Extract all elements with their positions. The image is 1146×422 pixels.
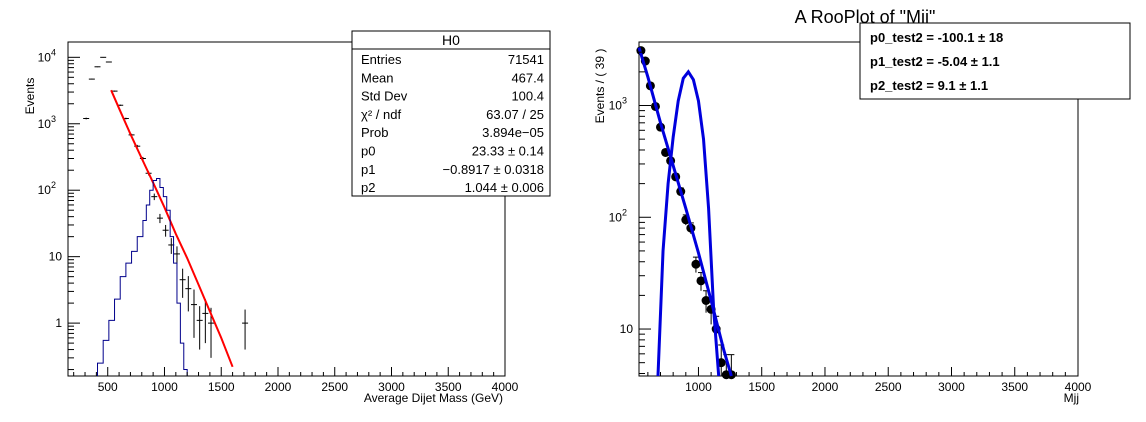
left-data-point bbox=[185, 276, 192, 312]
left-data-point bbox=[88, 78, 95, 80]
parameter-row: p2_test2 = 9.1 ± 1.1 bbox=[870, 78, 988, 93]
left-data-point bbox=[242, 309, 249, 350]
right-fit-curve-line bbox=[637, 47, 733, 377]
stats-row-value: 100.4 bbox=[511, 89, 544, 104]
left-y-axis-label: Events bbox=[23, 78, 37, 115]
left-plot-frame bbox=[67, 41, 506, 377]
left-x-axis-label: Average Dijet Mass (GeV) bbox=[364, 391, 503, 405]
stats-row-label: Mean bbox=[361, 70, 394, 85]
left-data-point bbox=[94, 66, 101, 68]
left-data-point bbox=[156, 213, 163, 224]
right-data-point-marker bbox=[696, 276, 706, 286]
left-x-tick-label: 500 bbox=[98, 380, 118, 394]
parameter-row: p0_test2 = -100.1 ± 18 bbox=[870, 30, 1003, 45]
left-x-tick-label: 1000 bbox=[151, 380, 178, 394]
stats-box-rows: Entries 71541 Mean 467.4 Std Dev 100.4 χ² / nd… bbox=[361, 52, 544, 195]
left-x-tick-label: 1500 bbox=[208, 380, 235, 394]
right-x-axis-label: Mjj bbox=[1064, 391, 1079, 405]
right-x-tick-label: 2500 bbox=[875, 380, 902, 394]
stats-row-label: p2 bbox=[361, 180, 375, 195]
left-fit-curve-line bbox=[110, 89, 234, 368]
right-chart-title: A RooPlot of "Mjj" bbox=[795, 7, 936, 27]
stats-row-label: p1 bbox=[361, 162, 375, 177]
left-histogram-series bbox=[97, 178, 188, 376]
parameter-row: p1_test2 = -5.04 ± 1.1 bbox=[870, 54, 1000, 69]
right-x-tick-label: 1500 bbox=[748, 380, 775, 394]
left-y-tick-label: 103 bbox=[38, 114, 56, 131]
left-data-point bbox=[105, 61, 112, 63]
stats-row-label: p0 bbox=[361, 144, 375, 159]
stats-box: H0 Entries 71541 Mean 467.4 Std Dev 100.4 χ² /… bbox=[351, 30, 551, 197]
parameter-box: p0_test2 = -100.1 ± 18 p1_test2 = -5.04 ±… bbox=[859, 22, 1131, 100]
left-data-point bbox=[162, 224, 169, 237]
right-x-tick-label: 1000 bbox=[685, 380, 712, 394]
stats-row-value: 3.894e−05 bbox=[482, 125, 544, 140]
left-y-tick-label: 1 bbox=[55, 316, 62, 330]
right-x-tick-label: 3500 bbox=[1001, 380, 1028, 394]
left-data-point bbox=[151, 193, 158, 201]
left-axes: 500 1000 1500 2000 2500 3000 3500 4000 1 10 102 103… bbox=[38, 47, 519, 394]
left-chart-marks bbox=[83, 56, 249, 376]
left-data-point bbox=[190, 289, 197, 338]
right-chart-panel: A RooPlot of "Mjj" 1000 1500 2000 2500 3000 3… bbox=[593, 7, 1131, 405]
left-x-tick-label: 4000 bbox=[492, 380, 519, 394]
left-y-tick-label: 104 bbox=[38, 47, 56, 64]
parameter-box-rows: p0_test2 = -100.1 ± 18 p1_test2 = -5.04 ±… bbox=[870, 30, 1003, 93]
right-x-tick-label: 2000 bbox=[812, 380, 839, 394]
stats-row-label: Std Dev bbox=[361, 89, 408, 104]
left-y-tick-label: 10 bbox=[49, 250, 63, 264]
right-x-tick-label: 4000 bbox=[1065, 380, 1092, 394]
left-data-point bbox=[196, 306, 203, 350]
right-y-tick-label: 102 bbox=[609, 207, 627, 224]
left-x-tick-label: 3500 bbox=[435, 380, 462, 394]
left-data-point bbox=[179, 268, 186, 298]
right-axes: 1000 1500 2000 2500 3000 3500 4000 10 102 103 bbox=[609, 51, 1092, 394]
stats-row-label: χ² / ndf bbox=[361, 107, 401, 122]
stats-box-title: H0 bbox=[442, 32, 460, 48]
stats-row-value: 71541 bbox=[508, 52, 544, 67]
right-signal-curve-line bbox=[656, 69, 721, 377]
left-data-point bbox=[83, 117, 90, 120]
left-data-point bbox=[100, 56, 107, 58]
right-data-point-marker bbox=[691, 259, 701, 269]
right-chart-marks bbox=[636, 46, 736, 380]
stats-row-label: Prob bbox=[361, 125, 388, 140]
left-y-tick-label: 102 bbox=[38, 180, 56, 197]
stats-row-value: 23.33 ± 0.14 bbox=[472, 144, 544, 159]
right-y-tick-label: 103 bbox=[609, 96, 627, 113]
left-x-tick-label: 2500 bbox=[321, 380, 348, 394]
stats-row-value: 63.07 / 25 bbox=[486, 107, 544, 122]
left-data-point bbox=[173, 246, 180, 265]
right-y-axis-label: Events / ( 39 ) bbox=[593, 49, 607, 124]
stats-row-value: −0.8917 ± 0.0318 bbox=[443, 162, 544, 177]
right-y-tick-label: 10 bbox=[620, 322, 634, 336]
left-chart-panel: 500 1000 1500 2000 2500 3000 3500 4000 1 10 102 103… bbox=[23, 30, 551, 405]
stats-row-value: 1.044 ± 0.006 bbox=[465, 180, 544, 195]
right-x-tick-label: 3000 bbox=[938, 380, 965, 394]
right-data-point bbox=[691, 256, 701, 273]
left-data-point bbox=[202, 299, 209, 344]
right-plot-frame bbox=[638, 41, 1079, 377]
left-x-tick-label: 3000 bbox=[378, 380, 405, 394]
stats-row-label: Entries bbox=[361, 52, 402, 67]
stats-row-value: 467.4 bbox=[511, 70, 544, 85]
left-x-tick-label: 2000 bbox=[265, 380, 292, 394]
